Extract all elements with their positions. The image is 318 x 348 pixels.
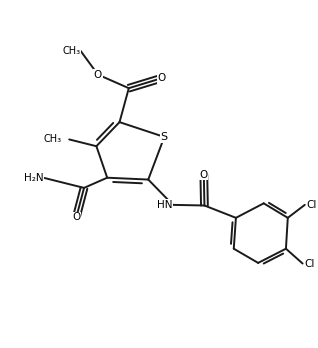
Text: CH₃: CH₃ <box>43 134 61 144</box>
Text: O: O <box>200 169 208 180</box>
Text: O: O <box>72 212 80 222</box>
Text: S: S <box>161 132 168 142</box>
Text: Cl: Cl <box>306 200 317 210</box>
Text: O: O <box>94 70 102 80</box>
Text: CH₃: CH₃ <box>62 46 80 56</box>
Text: Cl: Cl <box>304 259 315 269</box>
Text: O: O <box>157 73 165 83</box>
Text: H₂N: H₂N <box>24 173 43 183</box>
Text: HN: HN <box>157 200 173 210</box>
